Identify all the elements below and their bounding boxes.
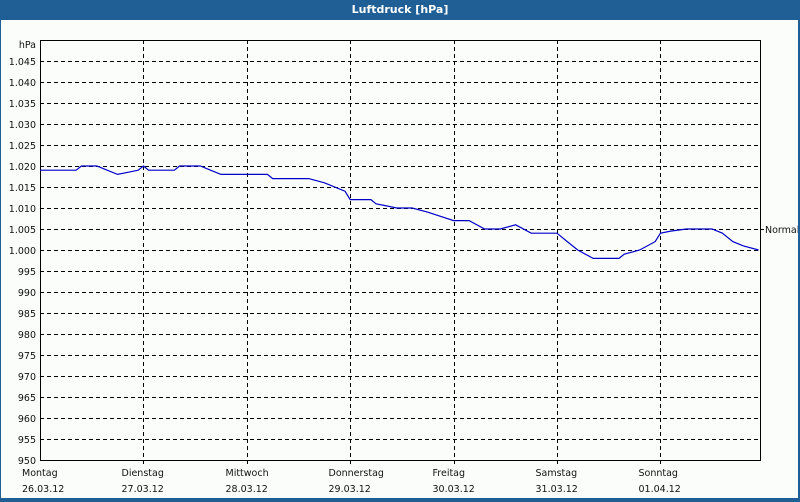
normal-label: Normal: [765, 225, 798, 236]
x-day-label: Montag: [22, 468, 58, 479]
x-date-label: 30.03.12: [433, 484, 475, 495]
plot-frame: [40, 40, 761, 461]
y-tick-label: 1.045: [9, 57, 36, 68]
x-date-label: 29.03.12: [329, 484, 371, 495]
y-tick-label: 970: [18, 372, 36, 383]
x-date-label: 28.03.12: [226, 484, 268, 495]
y-tick-label: 1.000: [9, 246, 36, 257]
x-date-label: 31.03.12: [536, 484, 578, 495]
x-day-label: Freitag: [433, 468, 466, 479]
x-day-label: Sonntag: [639, 468, 678, 479]
x-date-label: 27.03.12: [122, 484, 164, 495]
x-day-label: Mittwoch: [226, 468, 269, 479]
chart-title: Luftdruck [hPa]: [351, 3, 449, 16]
x-date-label: 26.03.12: [22, 484, 64, 495]
y-axis-unit: hPa: [19, 40, 36, 51]
y-tick-label: 1.035: [9, 99, 36, 110]
chart-canvas: 950 955 960 965 970 975 980 985 990 995 1.000 1.005…: [1, 20, 799, 498]
y-tick-label: 975: [18, 351, 36, 362]
y-tick-label: 990: [18, 288, 36, 299]
y-tick-label: 960: [18, 414, 36, 425]
y-tick-label: 995: [18, 267, 36, 278]
y-tick-label: 1.040: [9, 78, 36, 89]
y-tick-label: 950: [18, 456, 36, 467]
x-date-label: 01.04.12: [639, 484, 681, 495]
y-tick-label: 955: [18, 435, 36, 446]
y-tick-label: 980: [18, 330, 36, 341]
y-tick-label: 1.005: [9, 225, 36, 236]
x-day-label: Donnerstag: [329, 468, 384, 479]
y-tick-label: 985: [18, 309, 36, 320]
y-tick-label: 965: [18, 393, 36, 404]
y-tick-label: 1.030: [9, 120, 36, 131]
y-tick-label: 1.015: [9, 183, 36, 194]
pressure-line: [40, 165, 759, 259]
y-tick-label: 1.020: [9, 162, 36, 173]
x-day-label: Dienstag: [122, 468, 164, 479]
pressure-chart: 950 955 960 965 970 975 980 985 990 995 1.000 1.005…: [9, 40, 799, 495]
y-tick-label: 1.025: [9, 141, 36, 152]
y-tick-label: 1.010: [9, 204, 36, 215]
x-day-label: Samstag: [536, 468, 578, 479]
